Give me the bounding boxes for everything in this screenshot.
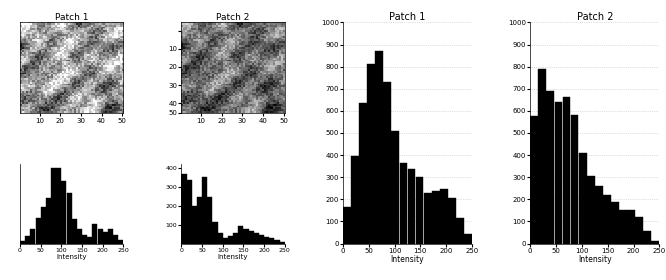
X-axis label: Intensity: Intensity bbox=[391, 255, 424, 264]
Bar bbox=[72, 219, 77, 244]
Bar bbox=[440, 189, 448, 244]
Bar bbox=[367, 64, 375, 244]
Bar bbox=[555, 102, 562, 244]
Bar bbox=[41, 207, 46, 244]
Bar bbox=[392, 131, 400, 244]
Bar bbox=[31, 229, 35, 244]
Bar bbox=[186, 179, 192, 244]
Bar bbox=[280, 242, 284, 244]
Bar bbox=[587, 176, 595, 244]
Bar bbox=[202, 177, 207, 244]
Bar bbox=[563, 97, 570, 244]
Bar bbox=[400, 163, 408, 244]
Bar bbox=[274, 240, 280, 244]
Bar bbox=[643, 232, 651, 244]
Bar bbox=[579, 153, 587, 244]
Bar bbox=[464, 234, 472, 244]
Bar bbox=[416, 177, 424, 244]
Bar bbox=[182, 174, 186, 244]
Bar bbox=[264, 237, 269, 244]
Bar bbox=[212, 222, 218, 244]
Bar bbox=[627, 211, 635, 244]
Bar bbox=[359, 103, 367, 244]
Bar bbox=[254, 233, 259, 244]
Title: Patch 1: Patch 1 bbox=[55, 13, 89, 22]
X-axis label: Intensity: Intensity bbox=[57, 254, 87, 260]
Bar bbox=[269, 238, 274, 244]
Bar bbox=[351, 156, 359, 244]
Bar bbox=[87, 237, 93, 244]
Bar bbox=[248, 231, 254, 244]
Bar bbox=[619, 211, 627, 244]
Bar bbox=[538, 69, 546, 244]
Bar bbox=[546, 91, 554, 244]
Bar bbox=[93, 224, 97, 244]
Bar bbox=[432, 190, 440, 244]
Bar bbox=[238, 226, 243, 244]
Bar bbox=[384, 82, 391, 244]
Bar bbox=[408, 169, 416, 244]
Bar bbox=[192, 206, 197, 244]
Bar bbox=[228, 236, 233, 244]
Bar bbox=[424, 193, 432, 244]
Bar bbox=[233, 233, 238, 244]
Bar bbox=[530, 116, 538, 244]
Bar bbox=[113, 235, 118, 244]
Bar bbox=[376, 51, 383, 244]
Bar bbox=[207, 197, 212, 244]
Bar bbox=[259, 235, 264, 244]
Bar bbox=[571, 115, 579, 244]
Title: Patch 2: Patch 2 bbox=[216, 13, 250, 22]
Bar bbox=[448, 198, 456, 244]
Bar bbox=[61, 181, 67, 244]
Bar bbox=[51, 168, 56, 244]
Bar bbox=[25, 236, 30, 244]
Bar bbox=[56, 168, 61, 244]
X-axis label: Intensity: Intensity bbox=[578, 255, 611, 264]
Bar bbox=[197, 197, 202, 244]
Title: Patch 1: Patch 1 bbox=[390, 12, 426, 22]
Bar bbox=[456, 218, 464, 244]
Bar bbox=[77, 229, 82, 244]
Bar bbox=[103, 232, 108, 244]
Bar bbox=[611, 202, 619, 244]
Bar bbox=[651, 241, 659, 244]
Bar bbox=[218, 233, 222, 244]
Bar bbox=[244, 230, 248, 244]
Bar bbox=[223, 238, 228, 244]
Bar bbox=[82, 235, 87, 244]
Bar bbox=[635, 217, 643, 244]
Bar bbox=[67, 193, 71, 244]
Bar bbox=[343, 207, 351, 244]
Title: Patch 2: Patch 2 bbox=[577, 12, 613, 22]
Bar bbox=[35, 218, 41, 244]
X-axis label: Intensity: Intensity bbox=[218, 254, 248, 260]
Bar bbox=[108, 229, 113, 244]
Bar bbox=[595, 186, 603, 244]
Bar bbox=[118, 240, 123, 244]
Bar bbox=[603, 195, 611, 244]
Bar bbox=[46, 198, 51, 244]
Bar bbox=[20, 241, 25, 244]
Bar bbox=[97, 229, 103, 244]
